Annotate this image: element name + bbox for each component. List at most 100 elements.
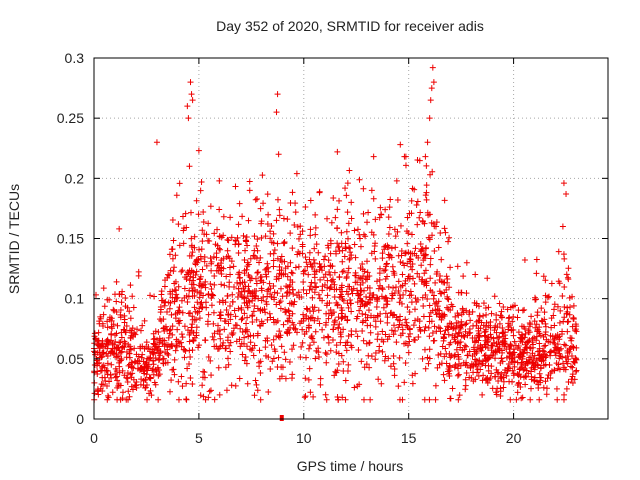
data-point bbox=[311, 317, 318, 324]
data-point bbox=[124, 378, 131, 385]
data-point bbox=[398, 300, 405, 307]
data-point bbox=[538, 305, 545, 312]
data-point bbox=[359, 310, 366, 317]
data-point bbox=[285, 308, 292, 315]
data-point bbox=[335, 360, 342, 367]
data-point bbox=[230, 263, 237, 270]
data-point bbox=[327, 250, 334, 257]
data-point bbox=[474, 366, 481, 373]
data-point bbox=[562, 342, 569, 349]
data-point bbox=[455, 312, 462, 319]
data-point bbox=[258, 287, 265, 294]
data-point bbox=[390, 352, 397, 359]
data-point bbox=[525, 327, 532, 334]
data-point bbox=[340, 358, 347, 365]
data-point bbox=[548, 348, 555, 355]
data-point bbox=[499, 341, 506, 348]
data-point bbox=[122, 303, 129, 310]
data-point bbox=[254, 387, 261, 394]
data-point bbox=[172, 347, 179, 354]
data-point bbox=[300, 286, 307, 293]
data-point bbox=[228, 234, 235, 241]
data-point bbox=[161, 337, 168, 344]
data-point bbox=[342, 377, 349, 384]
data-point bbox=[327, 237, 334, 244]
x-tick-label: 0 bbox=[90, 430, 98, 446]
data-point bbox=[313, 283, 320, 290]
data-point bbox=[171, 356, 178, 363]
data-point bbox=[318, 267, 325, 274]
data-point bbox=[376, 214, 383, 221]
data-point bbox=[232, 183, 239, 190]
data-point bbox=[112, 371, 119, 378]
data-point bbox=[191, 317, 198, 324]
data-point bbox=[224, 337, 231, 344]
data-point bbox=[524, 349, 531, 356]
data-point bbox=[158, 288, 165, 295]
data-point bbox=[344, 209, 351, 216]
data-point bbox=[286, 283, 293, 290]
data-point bbox=[238, 340, 245, 347]
data-point bbox=[333, 299, 340, 306]
data-point bbox=[287, 259, 294, 266]
data-point bbox=[388, 327, 395, 334]
data-point bbox=[309, 294, 316, 301]
data-point bbox=[476, 334, 483, 341]
data-point bbox=[417, 241, 424, 248]
data-point bbox=[211, 230, 218, 237]
data-point bbox=[447, 354, 454, 361]
data-point bbox=[267, 235, 274, 242]
data-point bbox=[345, 269, 352, 276]
data-point bbox=[111, 341, 118, 348]
data-point bbox=[491, 293, 498, 300]
data-point bbox=[360, 318, 367, 325]
chart-title: Day 352 of 2020, SRMTID for receiver adi… bbox=[216, 18, 484, 34]
data-point bbox=[511, 363, 518, 370]
data-point bbox=[99, 320, 106, 327]
data-point bbox=[526, 356, 533, 363]
data-point bbox=[338, 315, 345, 322]
data-point bbox=[498, 355, 505, 362]
data-point bbox=[115, 353, 122, 360]
data-point bbox=[427, 255, 434, 262]
data-point bbox=[169, 288, 176, 295]
data-point bbox=[542, 320, 549, 327]
data-point bbox=[293, 170, 300, 177]
data-point bbox=[190, 277, 197, 284]
data-point bbox=[418, 262, 425, 269]
data-point bbox=[329, 310, 336, 317]
data-point bbox=[108, 361, 115, 368]
data-point bbox=[312, 328, 319, 335]
data-point bbox=[174, 326, 181, 333]
data-point bbox=[133, 384, 140, 391]
data-point bbox=[311, 304, 318, 311]
data-point bbox=[312, 355, 319, 362]
data-point bbox=[296, 250, 303, 257]
data-point bbox=[402, 249, 409, 256]
data-point bbox=[345, 220, 352, 227]
data-point bbox=[326, 285, 333, 292]
data-point bbox=[225, 312, 232, 319]
data-point bbox=[194, 256, 201, 263]
data-point bbox=[118, 334, 125, 341]
data-point bbox=[196, 342, 203, 349]
data-point bbox=[573, 323, 580, 330]
data-point bbox=[280, 215, 287, 222]
data-point bbox=[565, 276, 572, 283]
data-point bbox=[100, 362, 107, 369]
data-point bbox=[176, 242, 183, 249]
data-point bbox=[462, 386, 469, 393]
data-point bbox=[334, 148, 341, 155]
data-point bbox=[537, 374, 544, 381]
data-point bbox=[480, 300, 487, 307]
data-point bbox=[164, 359, 171, 366]
data-point bbox=[384, 301, 391, 308]
data-point bbox=[382, 267, 389, 274]
data-point bbox=[133, 378, 140, 385]
data-point bbox=[118, 299, 125, 306]
data-point bbox=[103, 383, 110, 390]
data-point bbox=[402, 316, 409, 323]
data-point bbox=[510, 332, 517, 339]
data-point bbox=[143, 339, 150, 346]
data-point bbox=[359, 327, 366, 334]
